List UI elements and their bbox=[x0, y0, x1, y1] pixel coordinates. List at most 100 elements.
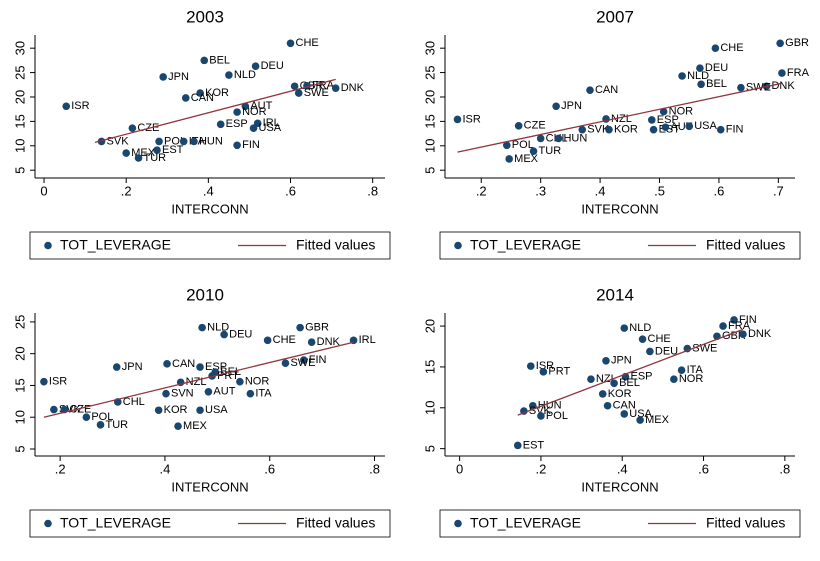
data-point bbox=[719, 322, 727, 330]
point-label: PRT bbox=[548, 366, 570, 378]
point-label: HUN bbox=[563, 132, 587, 144]
data-point bbox=[236, 377, 244, 386]
x-tick-label: .4 bbox=[595, 183, 606, 198]
point-label: EST bbox=[162, 144, 184, 156]
point-label: GBR bbox=[785, 37, 809, 49]
legend-marker bbox=[454, 241, 462, 250]
point-label: NLD bbox=[687, 70, 709, 82]
data-point bbox=[638, 335, 647, 343]
x-axis-label: INTERCONN bbox=[581, 479, 658, 494]
y-tick-label: 20 bbox=[12, 90, 27, 104]
point-label: DEU bbox=[229, 329, 252, 341]
data-point bbox=[602, 357, 610, 365]
data-point bbox=[220, 330, 228, 339]
data-point bbox=[40, 377, 48, 386]
data-point bbox=[529, 401, 537, 410]
point-label: NOR bbox=[245, 376, 270, 388]
data-point bbox=[598, 390, 607, 398]
data-point bbox=[154, 406, 163, 415]
legend-label: Fitted values bbox=[296, 515, 375, 531]
legend-label: Fitted values bbox=[706, 237, 785, 253]
point-label: IRL bbox=[359, 334, 376, 346]
x-tick-label: .4 bbox=[617, 461, 628, 476]
point-label: GBR bbox=[305, 322, 329, 334]
data-point bbox=[620, 410, 629, 418]
point-label: TUR bbox=[105, 419, 128, 431]
data-point bbox=[587, 375, 595, 383]
data-point bbox=[246, 389, 255, 398]
data-point bbox=[514, 121, 523, 130]
point-label: MEX bbox=[645, 414, 670, 426]
x-tick-label: .8 bbox=[779, 461, 790, 476]
point-label: USA bbox=[694, 120, 717, 132]
legend-marker bbox=[44, 519, 52, 528]
point-label: USA bbox=[259, 122, 282, 134]
data-point bbox=[62, 102, 71, 111]
x-tick-label: .2 bbox=[55, 461, 66, 476]
data-point bbox=[249, 124, 258, 133]
point-label: DNK bbox=[771, 80, 795, 92]
legend-label: TOT_LEVERAGE bbox=[470, 515, 581, 531]
panel: 2010 .2 .4 .6 .8 5 10 15 20 25 INTERCONN NLD GBR DEU C… bbox=[0, 278, 410, 556]
legend-box bbox=[29, 231, 391, 260]
data-point bbox=[529, 147, 538, 155]
point-label: AUT bbox=[213, 386, 235, 398]
point-label: CZE bbox=[69, 404, 91, 416]
point-label: CAN bbox=[172, 358, 195, 370]
data-point bbox=[552, 102, 560, 111]
x-tick-label: .7 bbox=[773, 183, 784, 198]
point-label: JPN bbox=[561, 100, 582, 112]
data-point bbox=[290, 82, 299, 91]
legend-label: TOT_LEVERAGE bbox=[60, 237, 171, 253]
point-label: SVK bbox=[529, 405, 552, 417]
point-label: NOR bbox=[679, 373, 704, 385]
data-point bbox=[620, 324, 629, 332]
y-tick-label: 20 bbox=[12, 346, 27, 360]
x-tick-label: .4 bbox=[160, 461, 171, 476]
data-point bbox=[196, 363, 204, 371]
point-label: ESP bbox=[205, 361, 227, 373]
y-tick-label: 20 bbox=[422, 90, 437, 104]
y-tick-label: 5 bbox=[422, 445, 437, 452]
data-point bbox=[737, 83, 745, 92]
data-point bbox=[685, 122, 694, 131]
point-label: CAN bbox=[613, 400, 636, 412]
data-point bbox=[299, 356, 308, 364]
point-label: POL bbox=[164, 135, 186, 147]
point-label: CHE bbox=[273, 334, 296, 346]
point-label: AUT bbox=[670, 121, 692, 133]
y-tick-label: 30 bbox=[422, 41, 437, 55]
point-label: POL bbox=[91, 411, 113, 423]
point-label: ISR bbox=[49, 376, 67, 388]
data-point bbox=[605, 125, 613, 134]
data-point bbox=[181, 94, 190, 102]
point-label: SWE bbox=[304, 87, 329, 99]
point-label: JPN bbox=[611, 355, 632, 367]
point-label: USA bbox=[629, 408, 652, 420]
point-label: DNK bbox=[341, 82, 365, 94]
data-point bbox=[659, 107, 668, 116]
data-point bbox=[296, 323, 304, 332]
panel: 2003 0 .2 .4 .6 .8 5 10 15 20 25 30 INTERCONN CHE BEL D… bbox=[0, 0, 410, 278]
point-label: PRT bbox=[217, 370, 239, 382]
point-label: POL bbox=[512, 139, 534, 151]
point-label: TUR bbox=[144, 152, 167, 164]
point-label: FIN bbox=[309, 354, 327, 366]
legend-label: Fitted values bbox=[296, 237, 375, 253]
data-point bbox=[730, 316, 738, 324]
point-label: DNK bbox=[748, 328, 772, 340]
legend-label: TOT_LEVERAGE bbox=[60, 515, 171, 531]
point-label: FRA bbox=[787, 67, 810, 79]
point-label: ITA bbox=[255, 388, 272, 400]
data-point bbox=[163, 360, 171, 368]
data-point bbox=[537, 412, 545, 420]
data-point bbox=[647, 116, 656, 124]
point-label: MEX bbox=[183, 420, 208, 432]
point-label: EST bbox=[523, 439, 545, 451]
data-point bbox=[134, 154, 143, 162]
point-label: FRA bbox=[312, 80, 335, 92]
data-point bbox=[586, 86, 594, 94]
data-point bbox=[286, 39, 295, 48]
